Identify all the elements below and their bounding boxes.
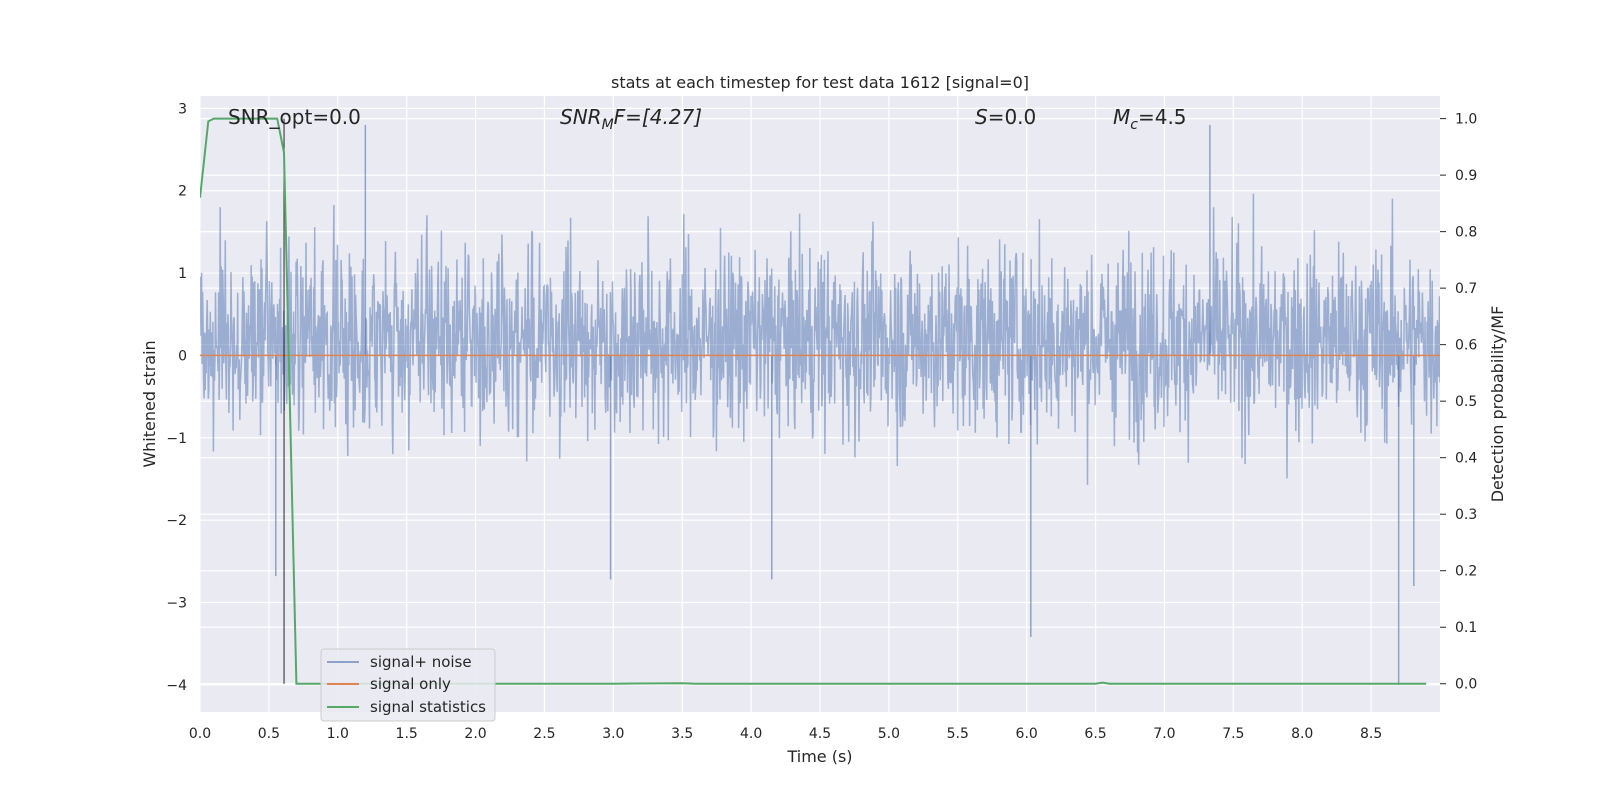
annotation-snr-mf-prefix: SNR (560, 105, 602, 129)
left-y-tick-label: 1 (178, 266, 187, 282)
right-y-tick-label: 0.2 (1455, 564, 1477, 580)
x-tick-label: 6.5 (1084, 726, 1106, 742)
annotation-mc-sub: c (1130, 117, 1138, 133)
legend-box (320, 648, 496, 722)
left-y-tick-labels: 3 2 1 0 −1 −2 −3 −4 (166, 101, 187, 693)
annotation-mc: Mc=4.5 (1113, 105, 1187, 133)
x-tick-label: 1.0 (327, 726, 349, 742)
legend-label-signal-statistics: signal statistics (370, 698, 486, 716)
signal-statistics-line (200, 117, 1427, 685)
signal-noise-series (200, 124, 1440, 685)
plot-area (200, 117, 1440, 685)
left-y-axis-label: Whitened strain (140, 340, 159, 467)
right-y-tick-label: 0.5 (1455, 394, 1477, 410)
x-tick-label: 6.0 (1016, 726, 1038, 742)
left-y-tick-label: −3 (166, 595, 187, 611)
annotation-mc-var: M (1113, 105, 1130, 129)
left-y-tick-label: 0 (178, 348, 187, 364)
left-y-tick-label: −2 (166, 513, 187, 529)
left-y-tick-label: 3 (178, 101, 187, 117)
x-axis-label: Time (s) (786, 747, 852, 766)
right-y-tick-label: 0.1 (1455, 620, 1477, 636)
right-y-tick-label: 0.4 (1455, 451, 1477, 467)
annotation-snr-mf: SNRMF=[4.27] (560, 105, 702, 133)
right-y-tick-labels: 1.0 0.9 0.8 0.7 0.6 0.5 0.4 0.3 0.2 0.1 0.0 (1455, 112, 1477, 693)
annotation-s-value: =0.0 (988, 105, 1037, 129)
right-y-tick-label: 0.6 (1455, 338, 1477, 354)
x-tick-label: 7.0 (1153, 726, 1175, 742)
legend-label-signal-noise: signal+ noise (370, 653, 472, 671)
annotation-snr-mf-sub: M (602, 117, 614, 133)
x-tick-label: 7.5 (1222, 726, 1244, 742)
annotation-s: S=0.0 (975, 105, 1036, 129)
x-tick-label: 3.5 (671, 726, 693, 742)
x-tick-label: 3.0 (602, 726, 624, 742)
legend-label-signal-only: signal only (370, 675, 451, 693)
chart-title: stats at each timestep for test data 161… (611, 73, 1029, 92)
signal-statistics-series (200, 117, 1427, 685)
annotation-s-var: S (975, 105, 988, 129)
x-tick-label: 1.5 (396, 726, 418, 742)
x-tick-label: 0.5 (258, 726, 280, 742)
x-tick-label: 2.0 (464, 726, 486, 742)
x-tick-labels: 0.0 0.5 1.0 1.5 2.0 2.5 3.0 3.5 4.0 4.5 5.0 5.5 6.0 6… (189, 726, 1382, 742)
legend: signal+ noise signal only signal statist… (320, 648, 496, 722)
signal-noise-line (200, 193, 1440, 486)
left-y-tick-label: −1 (166, 431, 187, 447)
x-tick-label: 2.5 (533, 726, 555, 742)
x-tick-label: 5.5 (947, 726, 969, 742)
right-y-tick-label: 0.9 (1455, 168, 1477, 184)
left-y-tick-label: 2 (178, 184, 187, 200)
left-y-tick-label: −4 (166, 678, 187, 694)
right-y-tick-label: 1.0 (1455, 112, 1477, 128)
annotation-snr-opt: SNR_opt=0.0 (228, 105, 361, 129)
x-tick-label: 0.0 (189, 726, 211, 742)
x-tick-label: 4.5 (809, 726, 831, 742)
right-y-tick-label: 0.0 (1455, 677, 1477, 693)
x-tick-label: 8.5 (1360, 726, 1382, 742)
x-tick-label: 5.0 (878, 726, 900, 742)
x-tick-label: 8.0 (1291, 726, 1313, 742)
right-y-tick-label: 0.7 (1455, 281, 1477, 297)
annotation-snr-mf-suffix: F=[4.27] (614, 105, 702, 129)
right-y-tick-label: 0.8 (1455, 225, 1477, 241)
annotation-mc-value: =4.5 (1138, 105, 1187, 129)
right-y-axis-label: Detection probability/MF (1488, 306, 1507, 503)
right-y-tick-label: 0.3 (1455, 507, 1477, 523)
x-tick-label: 4.0 (740, 726, 762, 742)
